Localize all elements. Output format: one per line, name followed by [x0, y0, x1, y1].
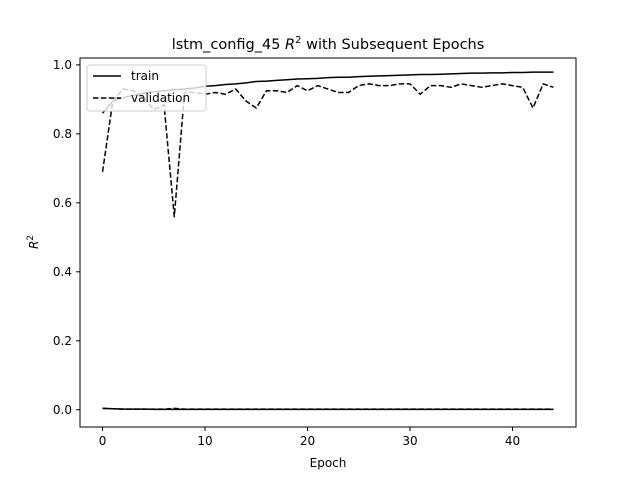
chart-title-superscript: 2	[295, 35, 301, 46]
y-tick-label: 0.4	[53, 265, 72, 279]
plot-area-frame	[79, 57, 577, 428]
y-tick-label: 0.8	[53, 127, 72, 141]
x-tick-label: 10	[197, 434, 212, 448]
series-validation-low-line	[102, 407, 554, 410]
x-tick-label: 0	[99, 434, 107, 448]
x-tick-label: 40	[505, 434, 520, 448]
series-validation-line	[101, 83, 554, 218]
legend-label-validation: validation	[131, 91, 190, 105]
chart-title: lstm_config_45 R2 with Subsequent Epochs	[172, 35, 485, 53]
y-axis-label-symbol: R	[27, 241, 41, 249]
chart-title-suffix: with Subsequent Epochs	[301, 37, 484, 53]
y-tick-label: 0.6	[53, 196, 72, 210]
y-axis-label: R2	[26, 235, 41, 249]
y-tick-label: 0.2	[53, 334, 72, 348]
chart-title-prefix: lstm_config_45	[172, 37, 285, 53]
chart-title-symbol: R	[285, 37, 295, 53]
plot-lines	[101, 71, 554, 411]
x-axis-label: Epoch	[310, 456, 347, 470]
x-axis: 0 10 20 30 40	[99, 427, 520, 448]
legend-label-train: train	[131, 69, 159, 83]
y-axis: 0.0 0.2 0.4 0.6 0.8 1.0	[53, 58, 80, 417]
x-tick-label: 30	[402, 434, 417, 448]
x-tick-label: 20	[300, 434, 315, 448]
y-tick-label: 0.0	[53, 403, 72, 417]
y-axis-label-superscript: 2	[26, 235, 36, 241]
y-tick-label: 1.0	[53, 58, 72, 72]
legend: train validation	[86, 64, 207, 112]
